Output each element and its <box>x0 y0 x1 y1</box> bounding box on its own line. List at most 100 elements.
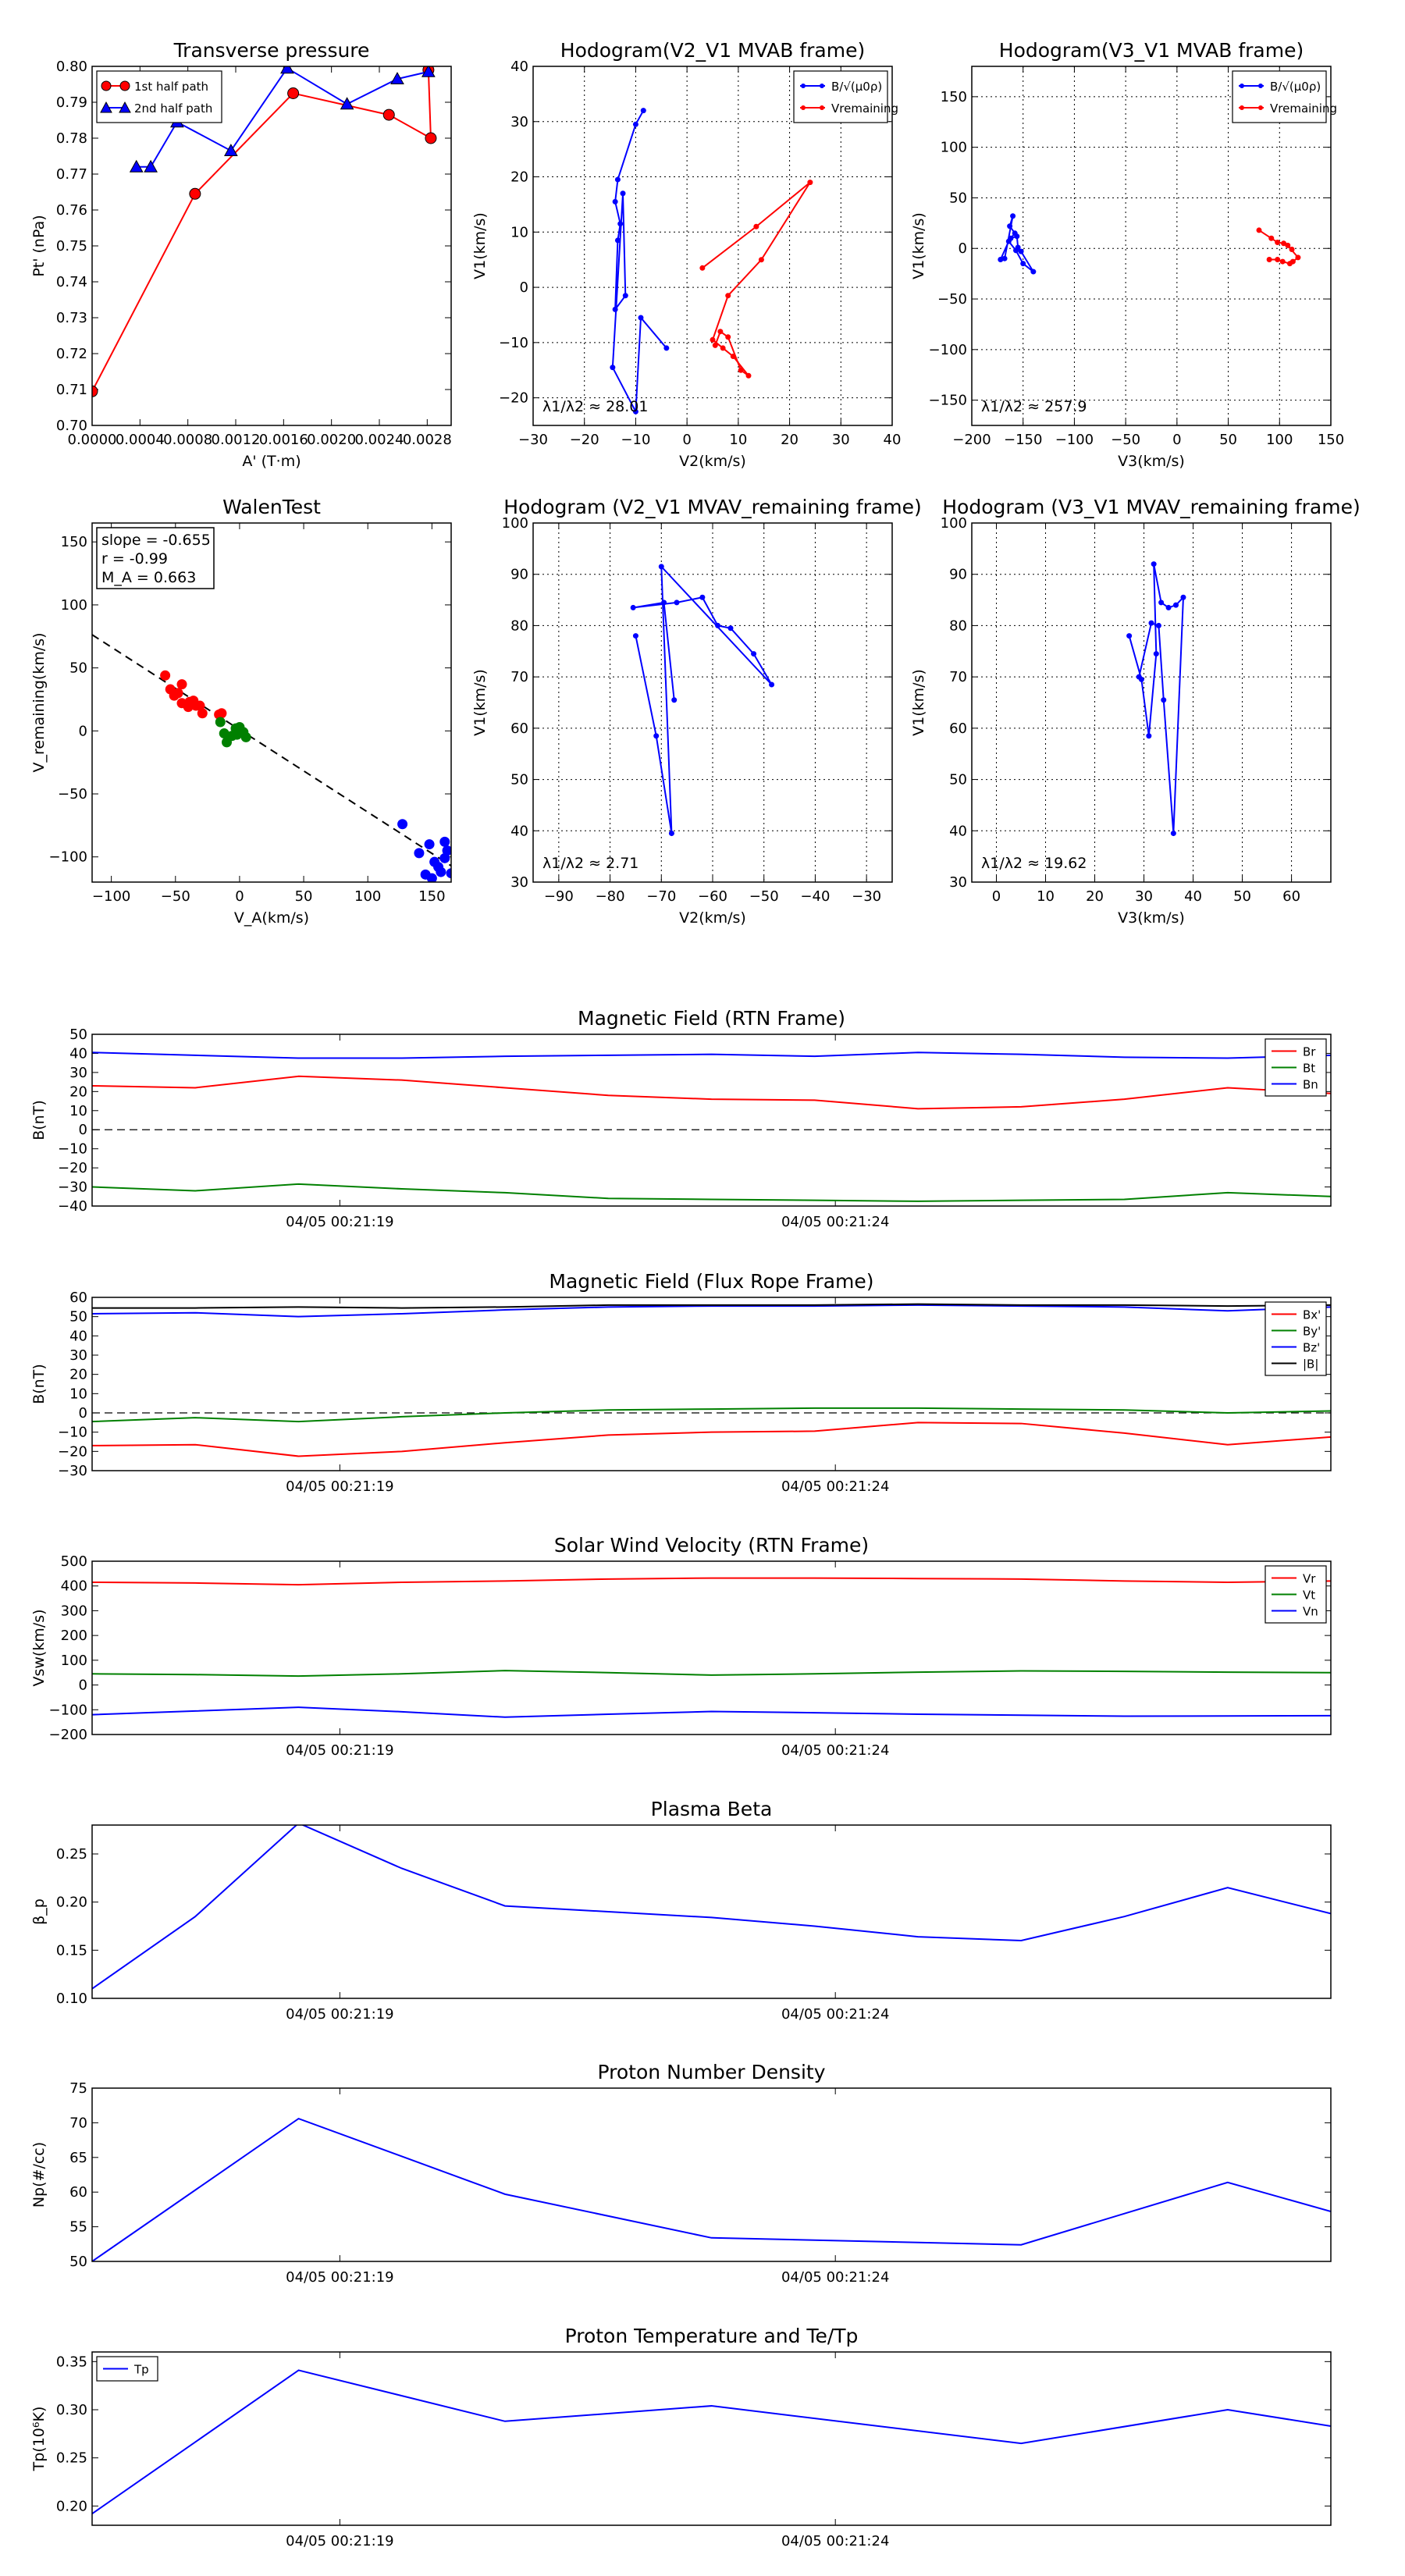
y-axis-label: V1(km/s) <box>910 212 927 279</box>
y-tick-label: 0.20 <box>56 1895 87 1911</box>
y-tick-label: 0.72 <box>56 346 87 362</box>
data-point <box>1153 651 1159 657</box>
legend-label: |B| <box>1303 1357 1318 1372</box>
series-line-beta <box>92 1825 1331 1990</box>
x-tick-label: −40 <box>800 888 830 905</box>
plot-area <box>972 66 1331 425</box>
x-tick-label: 04/05 00:21:24 <box>781 1742 889 1759</box>
data-point <box>614 176 621 183</box>
y-tick-label: −150 <box>929 393 967 409</box>
y-tick-label: −100 <box>49 1702 87 1718</box>
y-tick-label: 40 <box>69 1328 87 1344</box>
data-point <box>630 604 636 610</box>
x-tick-label: −100 <box>92 888 130 905</box>
plot-frame <box>91 522 452 883</box>
plot-frame <box>91 66 452 426</box>
data-point <box>1005 238 1012 244</box>
plot-area <box>92 1034 1331 1206</box>
x-tick-label: −10 <box>621 432 650 448</box>
legend-box <box>96 70 222 123</box>
plot-frame <box>971 66 1332 426</box>
plot-content <box>92 1303 1331 1457</box>
magnetic-field-fluxrope-panel: 04/05 00:21:19 04/05 00:21:24 −30 −20 −10 0 10… <box>30 1270 1332 1495</box>
data-point <box>738 367 744 373</box>
series-line-vn <box>92 1706 1331 1718</box>
y-tick-label: −30 <box>58 1179 87 1196</box>
series-line-vt <box>92 1670 1331 1678</box>
y-tick-label: 60 <box>69 2184 87 2201</box>
data-point <box>730 354 736 360</box>
data-point <box>340 97 354 110</box>
data-point <box>717 329 724 335</box>
data-point <box>439 836 450 847</box>
data-point <box>169 690 180 701</box>
x-tick-label: 0.0028 <box>403 432 452 448</box>
y-tick-label: 60 <box>69 1290 87 1306</box>
x-tick-label: 0.0024 <box>355 432 404 448</box>
plot-area <box>92 2088 1331 2261</box>
x-tick-label: 04/05 00:21:24 <box>781 2269 889 2286</box>
x-tick-label: 20 <box>1086 888 1104 905</box>
x-axis-label: A' (T·m) <box>242 453 301 470</box>
chart-title: WalenTest <box>222 496 321 518</box>
y-tick-label: 50 <box>949 190 967 206</box>
series-line-2nd-half-path <box>136 66 429 168</box>
x-tick-label: 50 <box>1233 888 1251 905</box>
stats-line: slope = -0.655 <box>101 532 211 549</box>
legend: Bx' By' Bz' |B| <box>1264 1301 1327 1376</box>
data-point <box>758 257 764 263</box>
lambda-annotation: λ1/λ2 ≈ 28.01 <box>542 398 648 415</box>
data-point <box>612 306 618 312</box>
y-tick-label: 0 <box>79 1405 87 1421</box>
x-tick-label: −20 <box>570 432 599 448</box>
legend-marker <box>801 84 806 88</box>
legend-label: Br <box>1303 1045 1316 1059</box>
chart-title: Plasma Beta <box>651 1798 773 1820</box>
legend: Vr Vt Vn <box>1264 1565 1327 1624</box>
data-point <box>446 868 451 879</box>
data-point <box>720 345 726 351</box>
solar-wind-velocity-panel: 04/05 00:21:19 04/05 00:21:24 −200 −100 0 100… <box>30 1534 1332 1759</box>
data-point <box>1275 239 1281 245</box>
data-point <box>426 873 437 882</box>
y-tick-label: 90 <box>510 567 528 583</box>
x-tick-label: 0 <box>992 888 1001 905</box>
legend-marker <box>820 84 824 88</box>
series-line-br <box>92 1075 1331 1110</box>
data-point <box>1268 235 1275 241</box>
y-tick-label: 30 <box>69 1065 87 1081</box>
data-point <box>1030 269 1037 275</box>
x-tick-label: −50 <box>161 888 190 905</box>
hodogram-v2v1-mvab-panel: −30 −20 −10 0 10 20 30 40 −20 −10 0 10 20 30 40 V2(km/s… <box>471 39 901 470</box>
y-tick-label: 30 <box>510 874 528 891</box>
data-point <box>998 256 1004 262</box>
legend-marker <box>801 105 806 110</box>
data-point <box>622 293 628 299</box>
x-tick-label: 04/05 00:21:24 <box>781 2006 889 2023</box>
y-tick-label: 100 <box>941 515 967 532</box>
data-point <box>1275 256 1281 262</box>
plot-frame <box>91 1034 1332 1207</box>
plot-frame <box>971 522 1332 883</box>
y-tick-label: 20 <box>510 169 528 186</box>
data-point <box>632 408 638 415</box>
magnetic-field-rtn-panel: 04/05 00:21:19 04/05 00:21:24 −40 −30 −20 −10… <box>30 1007 1332 1230</box>
hodogram-v3v1-mvav-panel: 0 10 20 30 40 50 60 30 40 50 60 70 80 90 100 V3(km/s) V1… <box>910 496 1361 927</box>
data-point <box>620 190 626 197</box>
data-point <box>219 728 229 739</box>
transverse-pressure-panel: 0.00000.00040.00080.00120.00160.00200.00… <box>30 39 452 470</box>
data-point <box>751 651 757 657</box>
data-point <box>699 265 706 271</box>
plot-frame <box>91 2087 1332 2262</box>
x-tick-label: −70 <box>646 888 676 905</box>
x-tick-label: 150 <box>418 888 445 905</box>
x-tick-label: 0.0000 <box>68 432 117 448</box>
plot-content <box>92 2117 1331 2261</box>
plot-area <box>533 66 892 425</box>
y-tick-label: 0.35 <box>56 2354 87 2370</box>
chart-title: Magnetic Field (RTN Frame) <box>578 1007 845 1030</box>
plasma-beta-panel: 04/05 00:21:19 04/05 00:21:24 0.10 0.15 0.20… <box>30 1798 1332 2023</box>
plot-content <box>92 66 437 397</box>
data-point <box>1007 223 1013 229</box>
data-point <box>1013 247 1019 254</box>
